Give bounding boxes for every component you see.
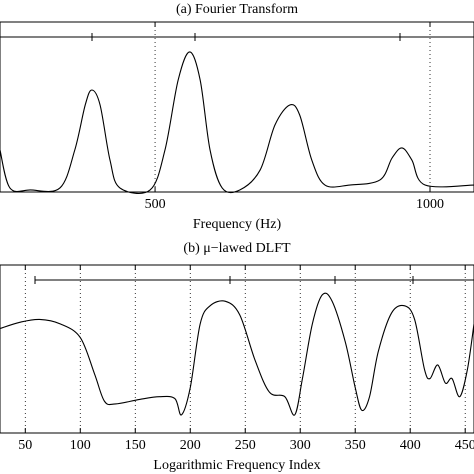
x-tick-label: 450 bbox=[455, 438, 474, 453]
x-tick-label: 150 bbox=[125, 438, 146, 453]
x-tick-label: 350 bbox=[345, 438, 366, 453]
x-tick-label: 50 bbox=[18, 438, 32, 453]
x-tick-label: 100 bbox=[70, 438, 91, 453]
x-tick-label: 1000 bbox=[416, 197, 444, 212]
x-axis-label: Logarithmic Frequency Index bbox=[153, 458, 320, 473]
plot-frame bbox=[0, 264, 474, 434]
x-tick-label: 200 bbox=[180, 438, 201, 453]
x-tick-label: 300 bbox=[290, 438, 311, 453]
x-axis-label: Frequency (Hz) bbox=[193, 217, 282, 232]
x-tick-label: 250 bbox=[235, 438, 256, 453]
x-tick-label: 400 bbox=[400, 438, 421, 453]
curve bbox=[0, 51, 474, 194]
plot-frame bbox=[0, 21, 474, 193]
chart-title: (a) Fourier Transform bbox=[176, 2, 298, 17]
chart-title: (b) μ−lawed DLFT bbox=[183, 241, 291, 256]
harmonic-markers bbox=[0, 33, 474, 284]
curve bbox=[0, 292, 474, 416]
x-tick-label: 500 bbox=[145, 197, 166, 212]
